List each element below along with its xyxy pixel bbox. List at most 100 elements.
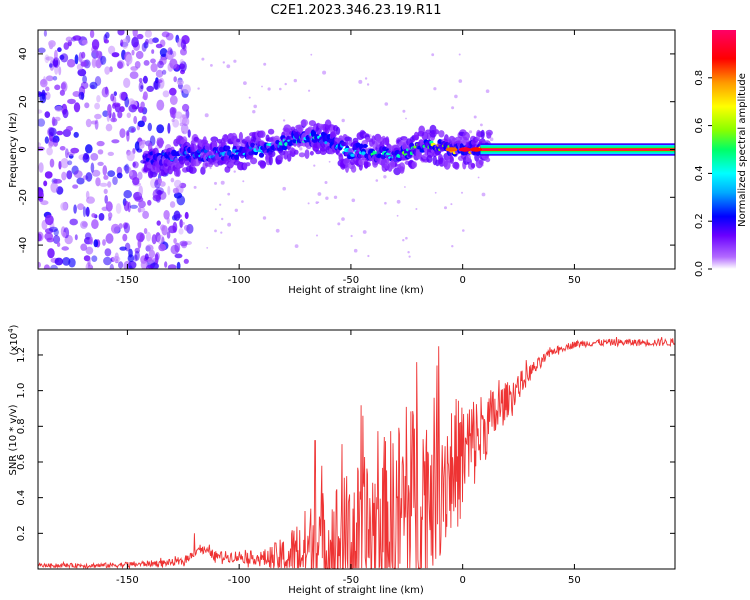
noise-blob xyxy=(129,204,138,209)
noise-blob xyxy=(162,90,170,98)
noise-dot xyxy=(315,201,319,205)
noise-dot xyxy=(279,87,282,91)
noise-blob xyxy=(161,31,170,38)
ridge-core xyxy=(372,150,376,155)
noise-blob xyxy=(169,201,176,208)
x-tick-label: -100 xyxy=(228,275,251,286)
noise-dot xyxy=(366,83,370,86)
noise-blob xyxy=(105,32,110,39)
noise-blob xyxy=(47,248,55,259)
noise-dot xyxy=(275,228,280,233)
noise-blob xyxy=(38,109,43,114)
noise-dot xyxy=(415,208,418,210)
noise-blob xyxy=(62,108,69,119)
noise-dot xyxy=(402,239,405,242)
noise-blob xyxy=(102,165,108,176)
ridge-halo xyxy=(465,154,471,163)
noise-dot xyxy=(433,87,437,91)
noise-blob xyxy=(59,54,65,60)
noise-blob xyxy=(156,220,161,226)
ridge-halo xyxy=(178,155,186,165)
noise-dot xyxy=(197,87,200,90)
noise-dot xyxy=(214,229,217,233)
noise-dot xyxy=(328,160,331,163)
noise-blob xyxy=(158,77,165,89)
noise-blob xyxy=(49,63,53,68)
noise-blob xyxy=(119,246,127,251)
noise-dot xyxy=(473,115,477,119)
ridge-halo xyxy=(449,155,454,164)
ridge-halo xyxy=(365,161,371,168)
noise-blob xyxy=(127,254,135,263)
noise-blob xyxy=(60,82,66,90)
noise-blob xyxy=(94,76,102,86)
noise-blob xyxy=(69,218,78,226)
noise-blob xyxy=(90,153,99,161)
ridge-halo xyxy=(480,129,485,139)
noise-dot xyxy=(201,57,205,61)
noise-blob xyxy=(166,216,170,225)
noise-dot xyxy=(462,229,465,232)
noise-blob xyxy=(74,234,78,241)
noise-blob xyxy=(108,212,113,219)
noise-blob xyxy=(73,204,77,214)
noise-blob xyxy=(173,210,181,221)
noise-dot xyxy=(317,192,322,196)
ridge-halo xyxy=(191,143,198,152)
noise-blob xyxy=(62,231,67,238)
noise-dot xyxy=(405,236,408,240)
noise-blob xyxy=(161,225,168,236)
noise-blob xyxy=(150,58,156,64)
noise-dot xyxy=(179,122,184,127)
noise-blob xyxy=(73,102,81,113)
noise-blob xyxy=(123,200,130,212)
noise-dot xyxy=(313,164,316,167)
ridge-halo xyxy=(393,167,401,176)
noise-dot xyxy=(454,94,458,99)
noise-dot xyxy=(383,175,387,179)
noise-blob xyxy=(120,39,124,47)
noise-blob xyxy=(43,264,50,269)
noise-blob xyxy=(61,171,67,181)
noise-blob xyxy=(74,54,79,65)
noise-dot xyxy=(206,247,209,249)
noise-blob xyxy=(67,160,73,166)
noise-blob xyxy=(131,36,139,48)
noise-dot xyxy=(450,203,453,206)
noise-blob xyxy=(126,151,135,162)
noise-dot xyxy=(227,222,232,227)
noise-blob xyxy=(146,85,154,92)
noise-blob xyxy=(95,177,101,187)
noise-blob xyxy=(107,170,116,178)
noise-dot xyxy=(294,244,299,249)
ridge-halo xyxy=(335,126,341,135)
noise-blob xyxy=(176,261,181,269)
noise-dot xyxy=(468,130,473,134)
noise-blob xyxy=(143,60,150,66)
noise-blob xyxy=(60,202,68,211)
noise-blob xyxy=(111,139,120,144)
noise-blob xyxy=(131,104,137,110)
noise-blob xyxy=(99,182,108,187)
noise-blob xyxy=(45,214,54,226)
x-tick-label: 0 xyxy=(459,275,465,286)
ridge-halo xyxy=(462,131,470,141)
noise-blob xyxy=(155,77,159,84)
figure-title: C2E1.2023.346.23.19.R11 xyxy=(270,3,441,18)
ridge-peak xyxy=(445,147,458,152)
noise-dot xyxy=(261,85,263,88)
x-tick-label: -150 xyxy=(116,275,139,286)
noise-blob xyxy=(85,118,92,128)
noise-blob xyxy=(158,243,167,252)
noise-blob xyxy=(48,226,58,232)
noise-dot xyxy=(408,255,411,258)
noise-blob xyxy=(89,30,95,38)
noise-dot xyxy=(214,181,217,185)
noise-blob xyxy=(107,151,115,156)
noise-blob xyxy=(180,48,187,56)
noise-blob xyxy=(109,263,114,269)
noise-blob xyxy=(67,98,76,105)
noise-blob xyxy=(173,179,182,188)
y-tick-label: 0.4 xyxy=(16,490,27,506)
noise-blob xyxy=(85,246,94,255)
